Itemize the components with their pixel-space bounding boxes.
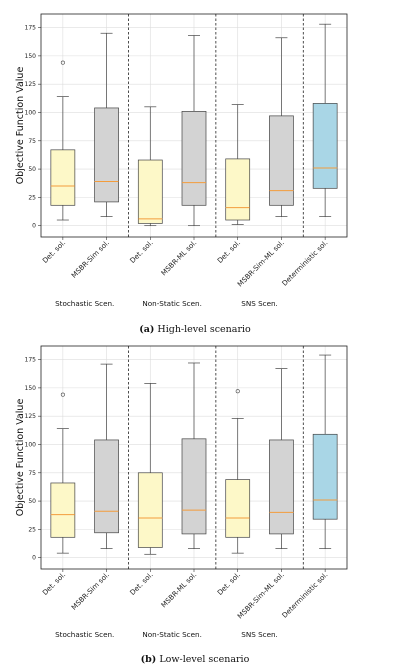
x-tick-label: Deterministic sol.: [281, 571, 330, 620]
x-tick-label: Deterministic sol.: [281, 239, 330, 288]
group-label: SNS Scen.: [241, 630, 278, 639]
box-7: [312, 23, 338, 217]
box-1: [50, 60, 76, 221]
x-tick-label: Det. sol.: [129, 571, 155, 597]
y-tick-label: 0: [32, 223, 36, 230]
x-tick-label: MSBR-Sim sol.: [70, 571, 111, 612]
box-iqr: [312, 103, 338, 189]
y-tick-label: 125: [25, 413, 37, 420]
box-iqr: [181, 111, 207, 206]
y-axis-label: Objective Function Value: [15, 67, 26, 185]
group-label: Non-Static Scen.: [142, 630, 202, 639]
y-tick-label: 175: [25, 25, 37, 32]
box-iqr: [137, 159, 163, 224]
outlier-point: [235, 389, 240, 394]
box-3: [137, 383, 163, 555]
box-iqr: [137, 472, 163, 548]
box-iqr: [312, 433, 338, 520]
box-6: [269, 368, 294, 549]
panel-caption: (a) High-level scenario: [139, 324, 251, 335]
x-tick-label: MSBR-ML sol.: [160, 239, 199, 278]
box-iqr: [181, 438, 207, 535]
y-tick-label: 75: [28, 138, 36, 145]
x-tick-label: Det. sol.: [216, 571, 242, 597]
group-label: Stochastic Scen.: [55, 630, 114, 639]
box-iqr: [225, 158, 251, 221]
caption-tag: (b): [141, 654, 157, 665]
box-iqr: [50, 149, 76, 206]
box-2: [94, 363, 119, 549]
x-tick-label: MSBR-Sim sol.: [70, 239, 111, 280]
caption-text: High-level scenario: [154, 324, 251, 335]
plot-frame: [40, 345, 348, 570]
x-tick-label: Det. sol.: [41, 239, 67, 265]
caption-text: Low-level scenario: [156, 654, 249, 665]
y-tick-label: 50: [28, 166, 36, 173]
y-tick-label: 125: [25, 81, 37, 88]
y-tick-label: 0: [32, 555, 36, 562]
caption-tag: (a): [139, 324, 154, 335]
y-tick-label: 175: [25, 357, 37, 364]
x-tick-label: Det. sol.: [216, 239, 242, 265]
x-tick-label: MSBR-Sim-ML sol.: [236, 571, 286, 621]
y-tick-label: 25: [28, 526, 36, 533]
outlier-point: [60, 392, 65, 397]
group-label: Non-Static Scen.: [142, 299, 202, 308]
y-tick-label: 150: [25, 53, 37, 60]
box-iqr: [94, 439, 119, 534]
box-iqr: [94, 107, 119, 203]
box-4: [181, 362, 207, 549]
x-tick-label: Det. sol.: [41, 571, 67, 597]
y-tick-label: 25: [28, 194, 36, 201]
box-6: [269, 37, 294, 217]
y-tick-label: 100: [25, 441, 37, 448]
y-tick-label: 150: [25, 385, 37, 392]
x-tick-label: MSBR-ML sol.: [160, 571, 199, 610]
box-7: [312, 354, 338, 549]
box-iqr: [269, 439, 294, 535]
box-4: [181, 35, 207, 227]
box-5: [225, 104, 251, 225]
y-tick-label: 100: [25, 109, 37, 116]
box-1: [50, 392, 76, 554]
box-5: [225, 389, 251, 554]
outlier-point: [60, 60, 65, 65]
y-tick-label: 50: [28, 498, 36, 505]
x-tick-label: Det. sol.: [129, 239, 155, 265]
box-iqr: [50, 482, 76, 538]
x-tick-label: MSBR-Sim-ML sol.: [236, 239, 286, 289]
group-label: SNS Scen.: [241, 299, 278, 308]
box-2: [94, 32, 119, 217]
group-label: Stochastic Scen.: [55, 299, 114, 308]
box-iqr: [269, 115, 294, 206]
box-3: [137, 106, 163, 227]
y-tick-label: 75: [28, 470, 36, 477]
panel-caption: (b) Low-level scenario: [141, 654, 250, 665]
y-axis-label: Objective Function Value: [15, 399, 26, 517]
plot-frame: [40, 13, 348, 238]
box-iqr: [225, 479, 251, 538]
